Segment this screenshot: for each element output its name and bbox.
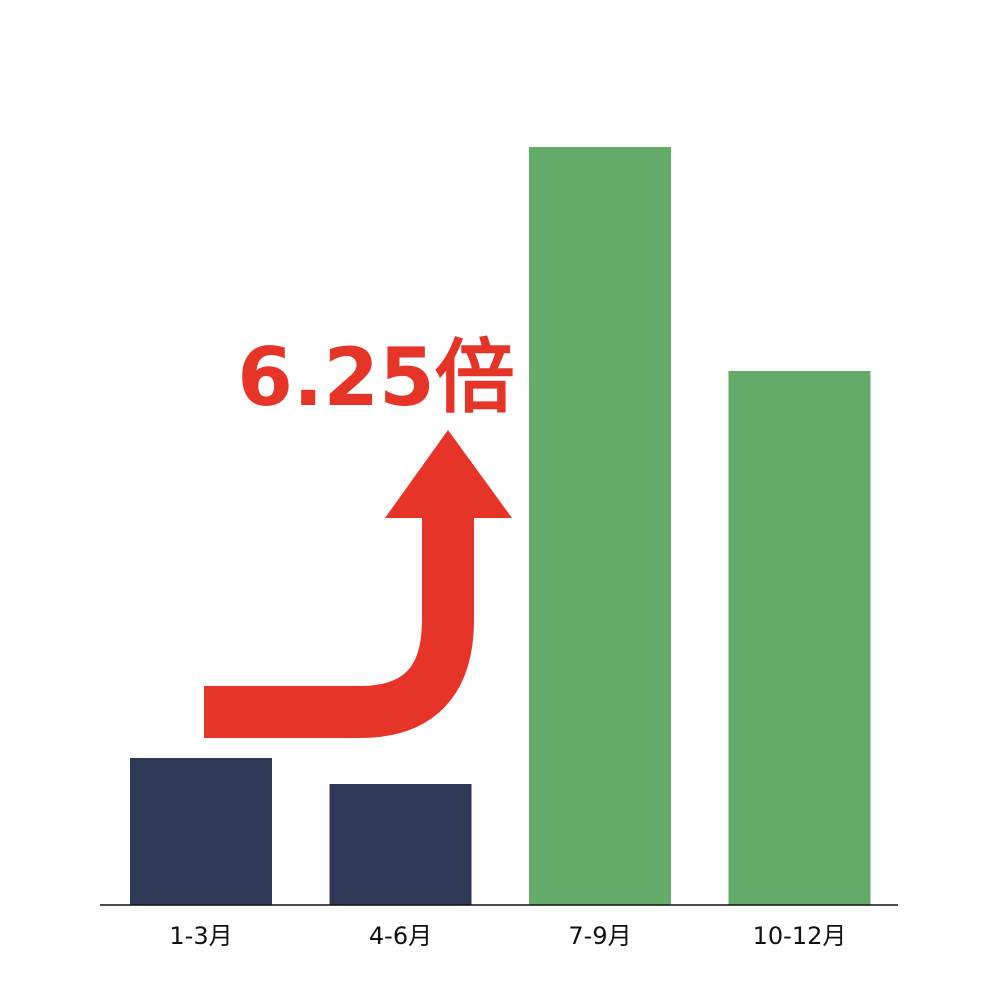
x-tick-label: 4-6月 bbox=[369, 922, 432, 950]
bars bbox=[130, 147, 871, 905]
bar-4 bbox=[728, 371, 871, 905]
x-tick-label: 10-12月 bbox=[753, 922, 847, 950]
growth-arrow-head bbox=[385, 430, 512, 518]
bar-3 bbox=[529, 147, 671, 905]
bar-1 bbox=[130, 758, 272, 905]
x-tick-label: 1-3月 bbox=[169, 922, 232, 950]
x-tick-label: 7-9月 bbox=[568, 922, 631, 950]
growth-multiplier-label: 6.25倍 bbox=[237, 331, 514, 424]
growth-arrow-icon bbox=[204, 430, 512, 738]
x-axis-ticks: 1-3月 4-6月 7-9月 10-12月 bbox=[169, 922, 846, 950]
growth-arrow-shaft bbox=[204, 512, 474, 738]
bar-2 bbox=[329, 784, 472, 905]
